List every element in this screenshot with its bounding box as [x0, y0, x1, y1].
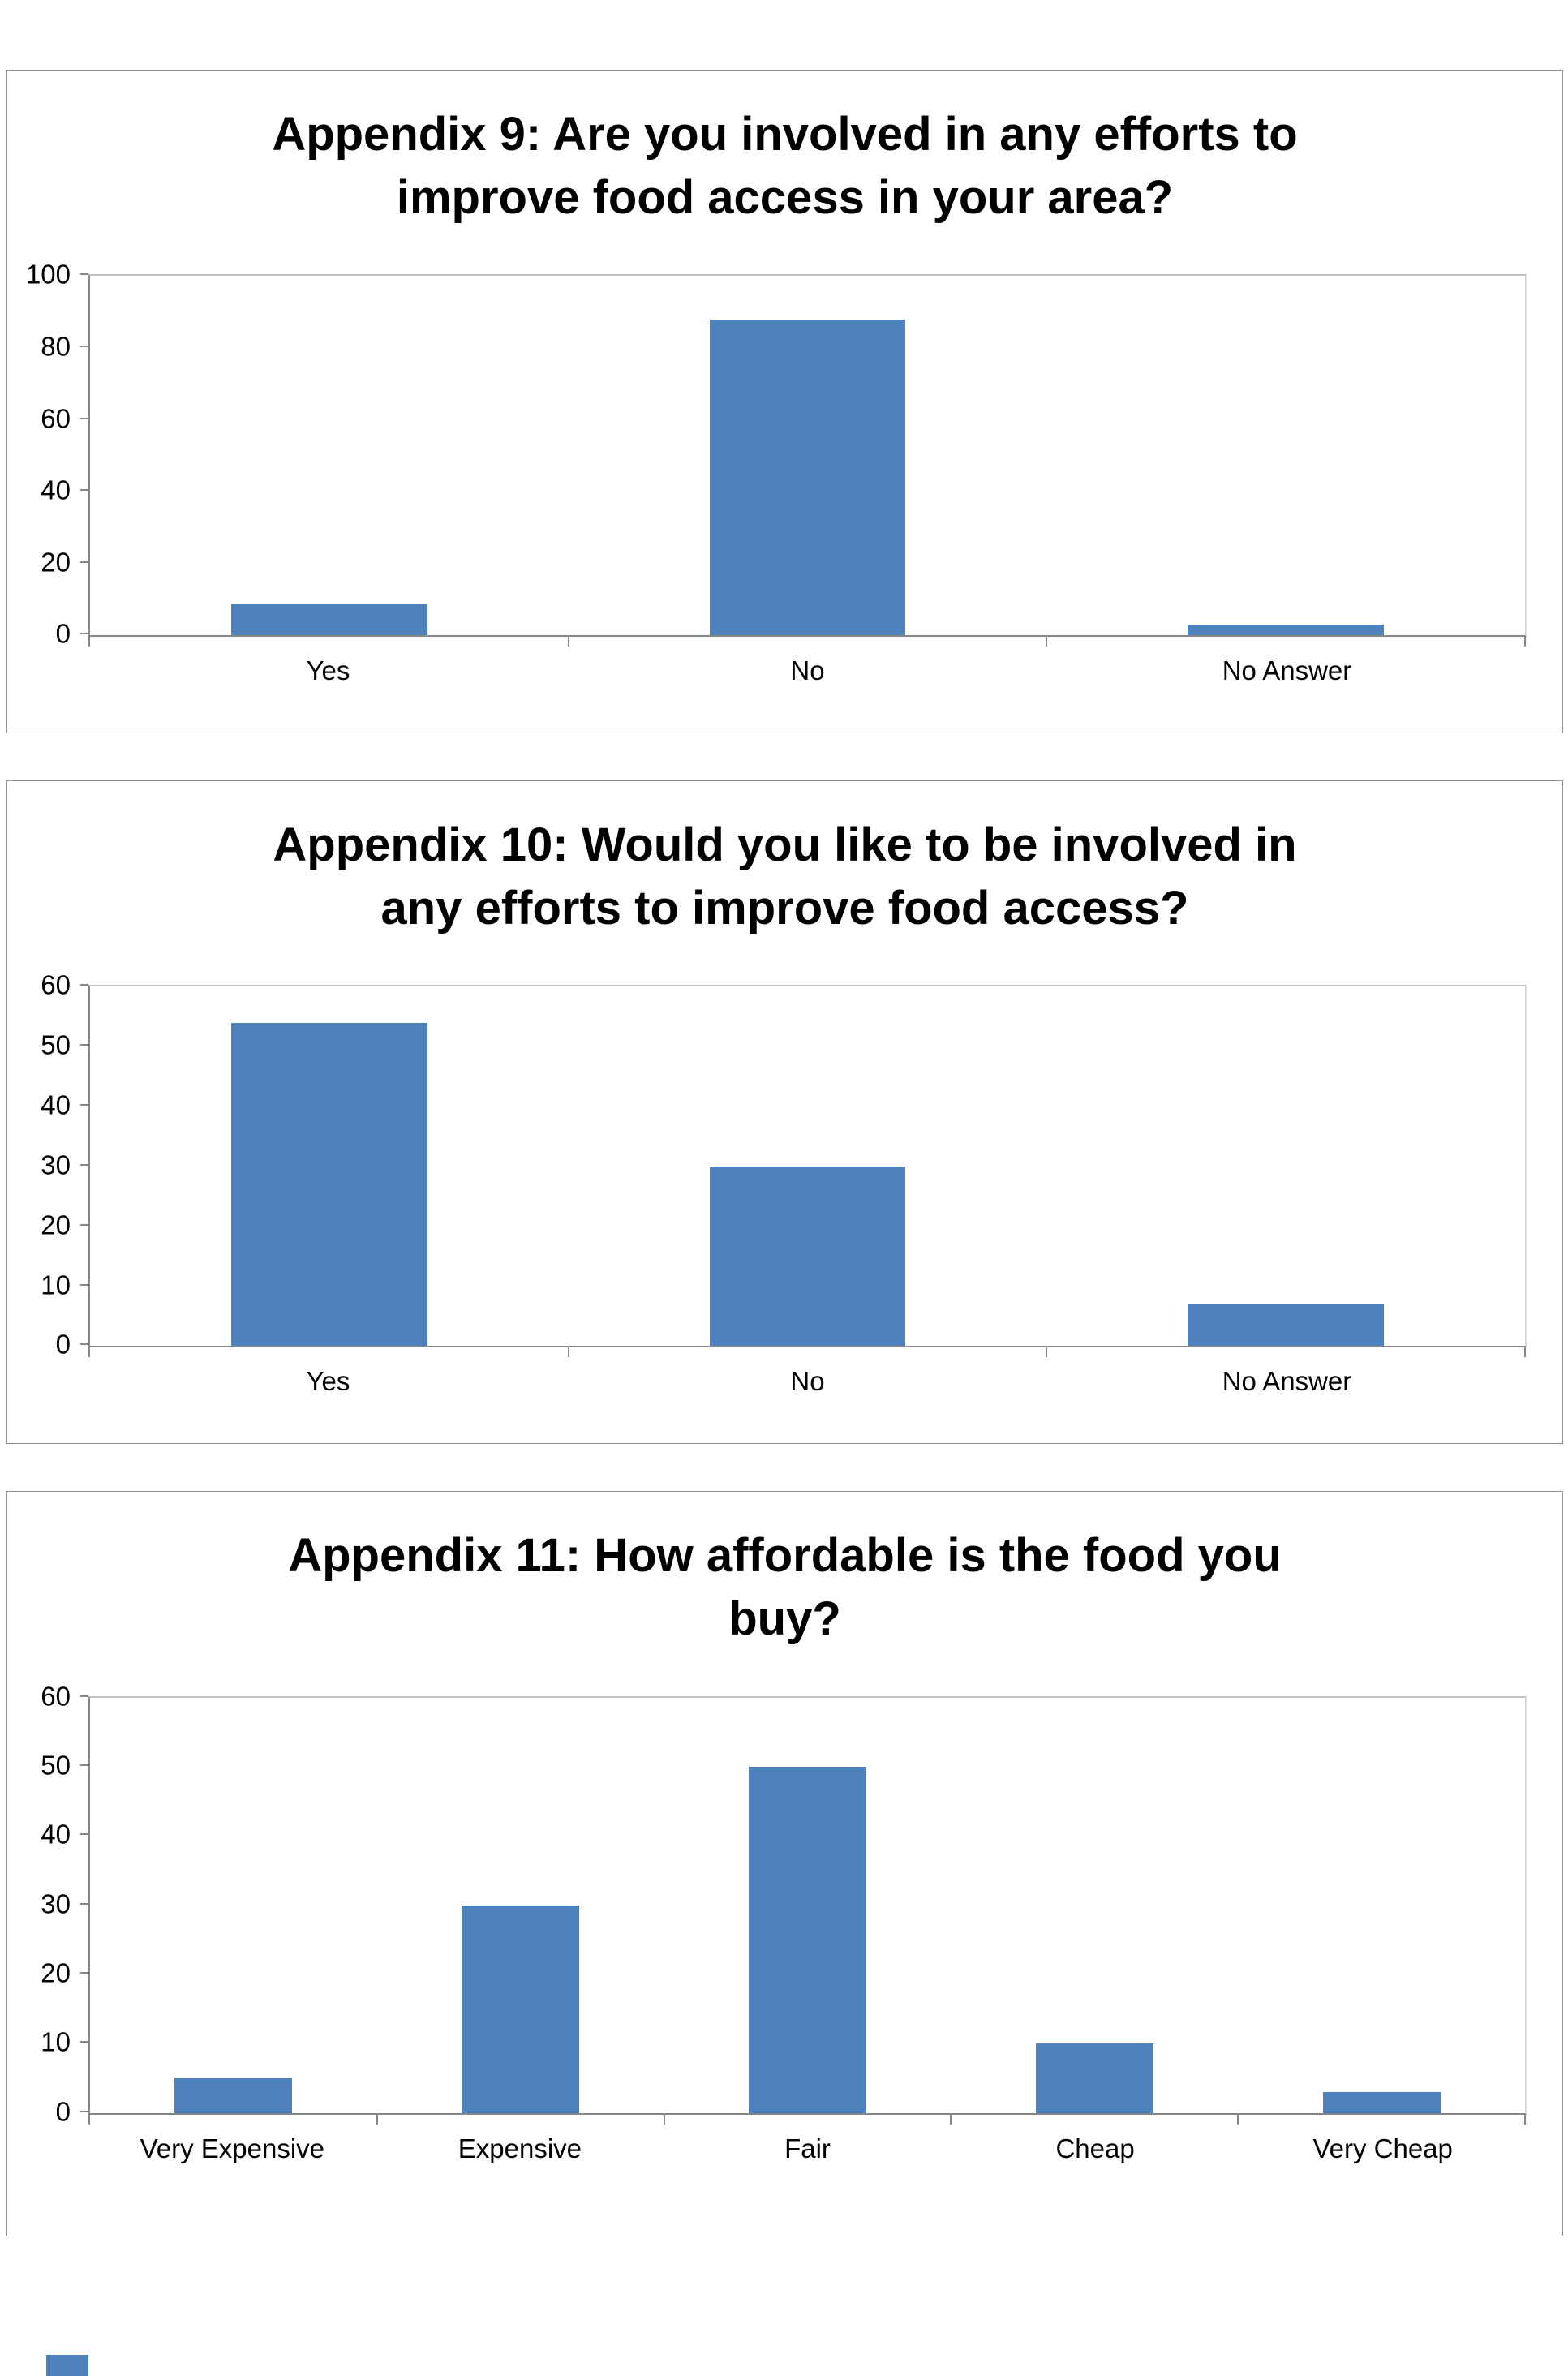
y-tick-mark [80, 1104, 88, 1106]
y-axis: 0 20 40 60 80 100 [7, 261, 88, 647]
x-tick-label: Yes [306, 1366, 350, 1397]
plot-wrap: Very Expensive Expensive Fair Cheap Very Che… [88, 1695, 1527, 2165]
y-tick-mark [80, 1283, 88, 1286]
y-tick-mark [80, 417, 88, 419]
y-tick-mark [80, 561, 88, 563]
y-tick-label: 60 [41, 1681, 71, 1711]
bar-no [709, 1166, 906, 1347]
y-tick-mark [80, 273, 88, 276]
category-slot [90, 1698, 378, 2125]
x-tick-label: Yes [306, 655, 350, 686]
category-slot [1046, 276, 1526, 647]
bar-very-expensive [174, 2077, 293, 2113]
bar-yes [230, 1022, 427, 1347]
bar-no-answer [1188, 1304, 1385, 1347]
y-tick-label: 50 [41, 1750, 71, 1781]
y-tick-label: 30 [41, 1888, 71, 1918]
plot-wrap: Yes No No Answer [88, 274, 1527, 687]
y-tick-mark [80, 1223, 88, 1226]
y-tick-label: 0 [55, 618, 71, 649]
category-slot [1046, 986, 1526, 1358]
y-tick-label: 10 [41, 1270, 71, 1300]
y-tick-mark [80, 1764, 88, 1766]
x-tick-label: Very Cheap [1312, 2133, 1453, 2163]
y-tick-mark [80, 489, 88, 492]
y-tick-label: 50 [41, 1029, 71, 1060]
y-tick-mark [80, 1343, 88, 1346]
y-tick-mark [80, 2110, 88, 2112]
x-tick-label: Fair [784, 2133, 831, 2163]
y-tick-mark [80, 984, 88, 986]
y-tick-mark [80, 1163, 88, 1166]
chart-body: 0 10 20 30 40 50 60 Yes No No Answer [7, 972, 1562, 1398]
chart-appendix-10: Appendix 10: Would you like to be involv… [6, 780, 1563, 1445]
y-tick-label: 60 [41, 403, 71, 434]
y-tick-mark [80, 1833, 88, 1836]
y-tick-label: 40 [41, 1089, 71, 1120]
x-tick-label: Cheap [1055, 2133, 1135, 2163]
category-slot [90, 276, 569, 647]
x-axis: Yes No No Answer [88, 1347, 1527, 1398]
y-tick-label: 20 [41, 547, 71, 578]
category-slot [377, 1698, 665, 2125]
x-axis: Very Expensive Expensive Fair Cheap Very Che… [88, 2115, 1527, 2165]
y-tick-label: 80 [41, 331, 71, 362]
y-tick-label: 20 [41, 1209, 71, 1240]
bar-expensive [462, 1905, 580, 2113]
category-slot [90, 986, 569, 1358]
category-slot [569, 276, 1048, 647]
x-tick-label: No Answer [1222, 655, 1352, 686]
y-tick-label: 30 [41, 1149, 71, 1180]
x-tick-label: No [790, 655, 825, 686]
y-tick-label: 40 [41, 1819, 71, 1850]
bar-yes [230, 603, 427, 636]
y-tick-mark [80, 1971, 88, 1974]
category-slot [664, 1698, 952, 2125]
y-tick-mark [80, 1695, 88, 1697]
y-tick-label: 100 [25, 259, 71, 290]
x-tick-label: No Answer [1222, 1366, 1352, 1397]
y-tick-label: 20 [41, 1957, 71, 1988]
chart-body: 0 10 20 30 40 50 60 Very Expensive Expensive Fai… [7, 1682, 1562, 2165]
x-axis: Yes No No Answer [88, 637, 1527, 687]
chart-appendix-9: Appendix 9: Are you involved in any effo… [6, 70, 1563, 734]
chart-title: Appendix 10: Would you like to be involv… [273, 818, 1297, 935]
category-slot [951, 1698, 1239, 2125]
bar-fair [748, 1766, 867, 2113]
y-tick-label: 0 [55, 2096, 71, 2126]
category-slot [569, 986, 1048, 1358]
chart-title: Appendix 9: Are you involved in any effo… [272, 108, 1298, 224]
y-tick-mark [80, 1044, 88, 1046]
x-tick-label: Expensive [458, 2133, 582, 2163]
chart-title: Appendix 11: How affordable is the food … [288, 1529, 1282, 1645]
plot-area [88, 274, 1527, 647]
x-tick-label: No [790, 1366, 825, 1397]
y-tick-mark [80, 2041, 88, 2043]
bar-no [709, 319, 906, 636]
y-tick-label: 40 [41, 475, 71, 505]
plot-area [88, 985, 1527, 1358]
chart-appendix-11: Appendix 11: How affordable is the food … [6, 1491, 1563, 2237]
bar-no-answer [1188, 625, 1385, 636]
y-tick-mark [80, 346, 88, 348]
bar-cheap [1035, 2043, 1153, 2113]
y-tick-label: 10 [41, 2026, 71, 2057]
category-slot [1238, 1698, 1526, 2125]
y-axis: 0 10 20 30 40 50 60 [7, 1682, 88, 2125]
chart-body: 0 20 40 60 80 100 Yes No No Answer [7, 261, 1562, 687]
plot-wrap: Yes No No Answer [88, 985, 1527, 1398]
y-tick-mark [80, 633, 88, 635]
plot-area [88, 1695, 1527, 2125]
y-tick-label: 0 [55, 1329, 71, 1360]
bar-very-cheap [1322, 2091, 1441, 2113]
partial-bar-fragment [46, 2355, 88, 2376]
y-tick-label: 60 [41, 969, 71, 1000]
y-axis: 0 10 20 30 40 50 60 [7, 972, 88, 1358]
x-tick-label: Very Expensive [140, 2133, 325, 2163]
y-tick-mark [80, 1902, 88, 1905]
